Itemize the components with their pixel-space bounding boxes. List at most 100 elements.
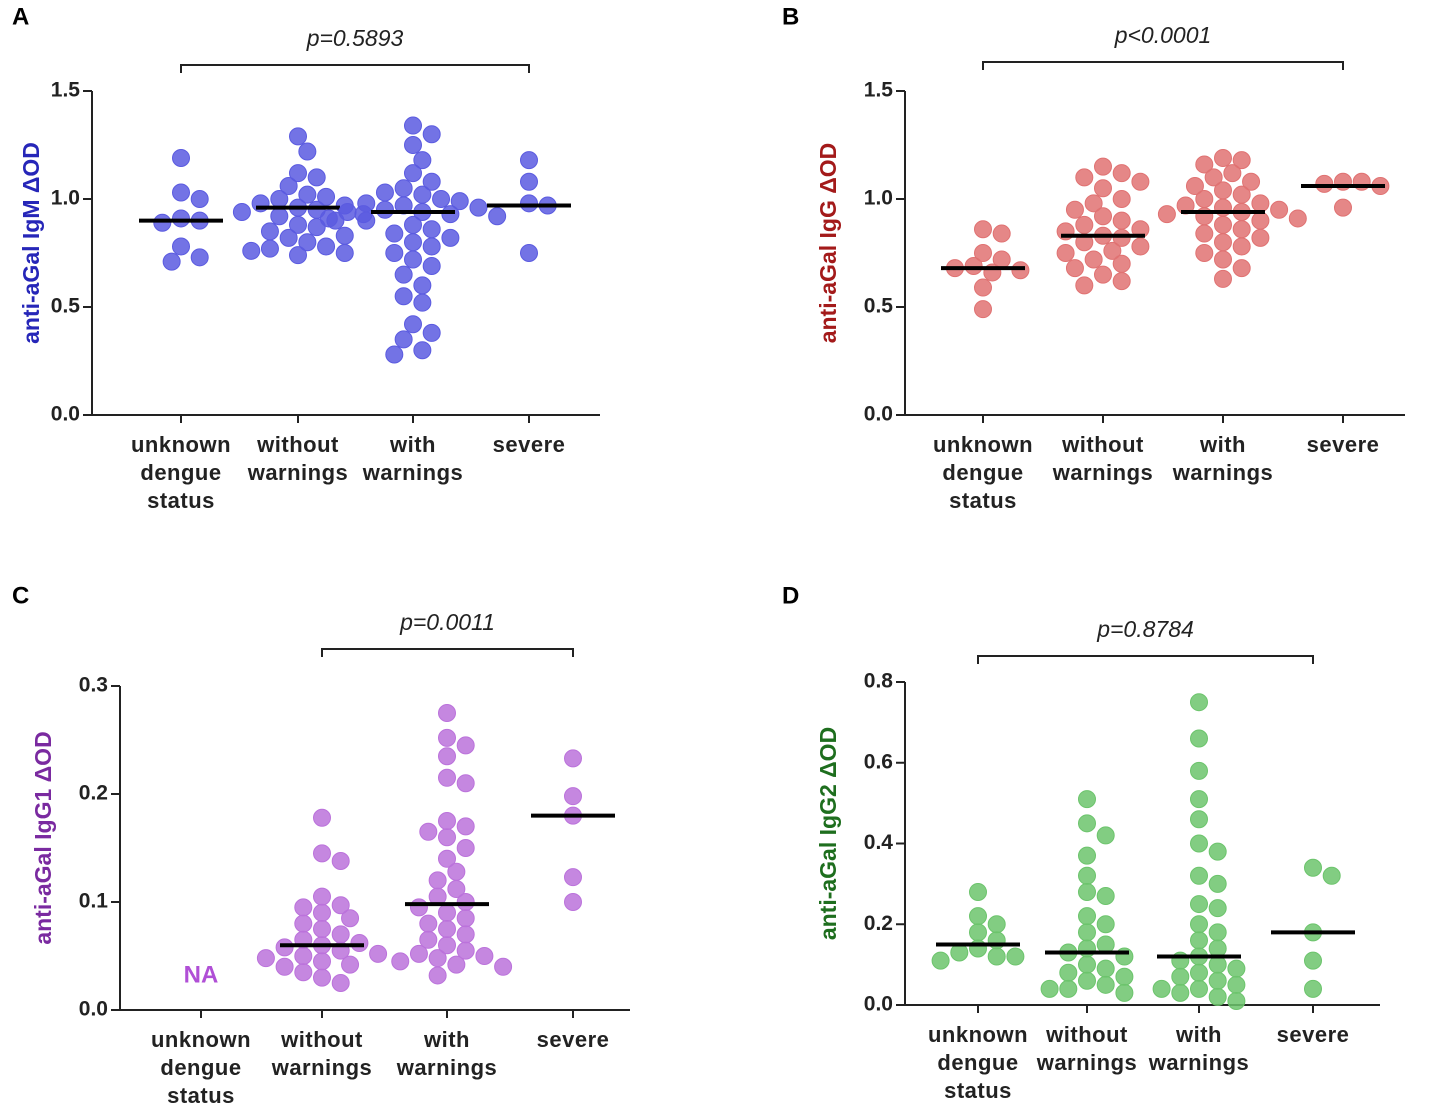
- data-point: [1190, 963, 1208, 982]
- data-point: [298, 233, 317, 252]
- y-tick-label: 0.0: [864, 993, 893, 1016]
- data-point: [404, 233, 422, 252]
- panel-label: A: [12, 3, 29, 30]
- data-point: [350, 934, 369, 953]
- data-point: [1214, 215, 1232, 234]
- data-point: [1171, 983, 1190, 1002]
- data-point: [1195, 155, 1214, 174]
- data-point: [456, 774, 475, 793]
- data-point: [1223, 164, 1242, 183]
- data-point: [438, 903, 456, 922]
- data-point: [1176, 196, 1195, 215]
- data-point: [413, 341, 432, 360]
- data-point: [450, 192, 469, 211]
- data-point: [1190, 790, 1208, 809]
- data-point: [974, 220, 992, 239]
- data-point: [1214, 181, 1232, 200]
- x-tick-label: warnings: [1172, 460, 1274, 485]
- data-point: [1251, 228, 1270, 247]
- y-tick-label: 0.4: [864, 831, 894, 854]
- data-point: [1011, 261, 1030, 280]
- data-point: [1103, 241, 1122, 260]
- data-point: [1190, 729, 1208, 748]
- data-point: [987, 915, 1006, 934]
- data-point: [1190, 931, 1208, 950]
- x-tick-label: warnings: [362, 460, 464, 485]
- data-point: [294, 947, 313, 965]
- data-point: [1006, 947, 1025, 966]
- data-point: [1096, 935, 1115, 954]
- data-point: [1112, 254, 1131, 273]
- y-tick-label: 0.8: [864, 670, 894, 693]
- data-point: [1152, 979, 1171, 998]
- data-point: [438, 936, 456, 955]
- data-point: [1065, 200, 1084, 219]
- data-point: [1322, 866, 1341, 885]
- data-point: [172, 209, 190, 228]
- data-point: [275, 957, 294, 976]
- data-point: [456, 909, 475, 928]
- x-tick-label: warnings: [396, 1055, 498, 1080]
- significance-bracket: [321, 648, 574, 657]
- data-point: [1242, 172, 1261, 191]
- data-point: [438, 768, 456, 787]
- data-point: [294, 914, 313, 933]
- data-point: [1208, 971, 1227, 990]
- panel-label: C: [12, 582, 29, 609]
- data-point: [456, 893, 475, 911]
- p-value: p=0.0011: [399, 609, 495, 635]
- data-point: [422, 237, 441, 256]
- data-point: [1075, 276, 1094, 295]
- data-point: [313, 920, 331, 938]
- data-point: [1208, 874, 1227, 893]
- data-point: [1232, 185, 1251, 204]
- data-point: [1214, 233, 1232, 252]
- data-point: [375, 200, 394, 219]
- data-point: [331, 851, 350, 870]
- data-point: [488, 207, 507, 226]
- data-point: [1094, 265, 1112, 284]
- data-point: [413, 276, 432, 295]
- data-point: [1208, 987, 1227, 1006]
- data-point: [1112, 190, 1131, 208]
- data-point: [1190, 895, 1208, 914]
- x-tick-label: warnings: [1036, 1050, 1138, 1075]
- data-point: [1232, 237, 1251, 256]
- data-point: [289, 215, 307, 234]
- data-point: [428, 966, 447, 985]
- data-point: [289, 246, 307, 265]
- data-point: [313, 887, 331, 906]
- data-point: [385, 244, 404, 262]
- data-point: [256, 949, 275, 968]
- data-point: [1096, 886, 1115, 905]
- data-point: [409, 944, 428, 963]
- data-point: [1190, 761, 1208, 780]
- data-point: [275, 938, 294, 957]
- data-point: [494, 957, 513, 976]
- x-tick-label: unknown: [131, 432, 231, 457]
- y-tick-label: 0.0: [79, 998, 108, 1021]
- data-point: [1227, 959, 1246, 978]
- data-point: [1171, 967, 1190, 986]
- data-point: [335, 226, 354, 245]
- x-tick-label: status: [949, 488, 1017, 513]
- data-point: [564, 749, 582, 768]
- data-point: [520, 244, 538, 262]
- y-tick-label: 1.5: [864, 79, 894, 102]
- data-point: [438, 704, 456, 722]
- data-point: [1112, 164, 1131, 183]
- data-point: [394, 287, 413, 306]
- data-point: [1190, 915, 1208, 934]
- data-point: [413, 293, 432, 312]
- data-point: [1208, 955, 1227, 974]
- data-point: [341, 955, 360, 974]
- data-point: [1075, 233, 1094, 252]
- data-point: [313, 968, 331, 987]
- data-point: [413, 151, 432, 170]
- y-tick-label: 0.3: [79, 674, 108, 697]
- data-point: [331, 974, 350, 992]
- y-tick-label: 0.1: [79, 890, 109, 913]
- data-point: [385, 224, 404, 243]
- data-point: [438, 728, 456, 747]
